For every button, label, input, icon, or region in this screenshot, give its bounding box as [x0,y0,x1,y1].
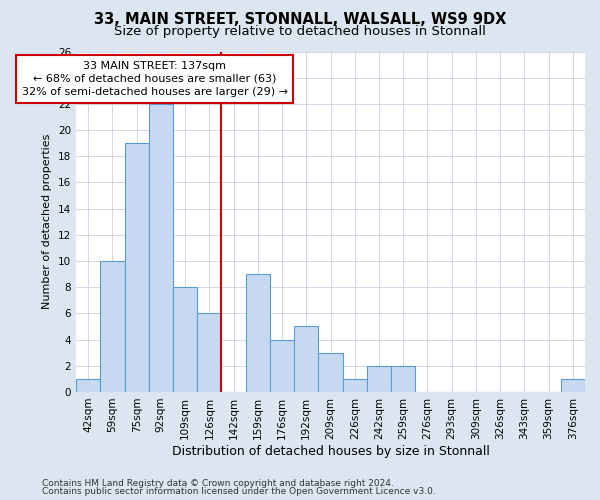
Text: Size of property relative to detached houses in Stonnall: Size of property relative to detached ho… [114,25,486,38]
Bar [245,274,270,392]
Bar [197,314,221,392]
Text: 33, MAIN STREET, STONNALL, WALSALL, WS9 9DX: 33, MAIN STREET, STONNALL, WALSALL, WS9 … [94,12,506,28]
Bar [561,379,585,392]
Y-axis label: Number of detached properties: Number of detached properties [43,134,52,310]
Bar [270,340,294,392]
Bar [149,104,173,392]
Bar [76,379,100,392]
Text: 33 MAIN STREET: 137sqm
← 68% of detached houses are smaller (63)
32% of semi-det: 33 MAIN STREET: 137sqm ← 68% of detached… [22,60,288,97]
Text: Contains public sector information licensed under the Open Government Licence v3: Contains public sector information licen… [42,487,436,496]
Bar [343,379,367,392]
Bar [294,326,319,392]
Bar [367,366,391,392]
Bar [173,287,197,392]
Bar [319,352,343,392]
Bar [100,261,125,392]
Text: Contains HM Land Registry data © Crown copyright and database right 2024.: Contains HM Land Registry data © Crown c… [42,478,394,488]
X-axis label: Distribution of detached houses by size in Stonnall: Distribution of detached houses by size … [172,444,490,458]
Bar [391,366,415,392]
Bar [125,143,149,392]
